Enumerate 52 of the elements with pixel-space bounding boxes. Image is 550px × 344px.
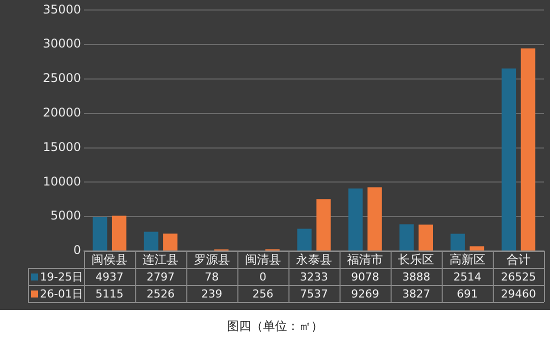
x-tick-label: 合计 — [506, 252, 530, 267]
data-label: 29460 — [500, 287, 536, 300]
y-tick-label: 20000 — [42, 106, 81, 120]
bar — [112, 216, 126, 250]
data-label: 256 — [252, 287, 274, 300]
data-label: 2514 — [453, 270, 482, 284]
data-label: 5115 — [96, 287, 124, 300]
data-label: 9269 — [351, 287, 380, 300]
data-label: 26525 — [500, 270, 536, 284]
bar — [450, 234, 465, 250]
data-label: 78 — [204, 270, 219, 284]
y-tick-label: 15000 — [42, 140, 81, 154]
data-label: 0 — [259, 270, 266, 284]
bar — [520, 48, 536, 250]
data-label: 691 — [456, 287, 478, 300]
data-label: 3888 — [402, 270, 430, 284]
text: 图四（单位：㎡） — [226, 318, 324, 335]
x-tick-label: 闽清县 — [244, 252, 281, 267]
bar — [418, 224, 433, 250]
data-label: 2797 — [146, 270, 175, 284]
y-tick-label: 25000 — [42, 71, 81, 86]
data-label: 2526 — [146, 287, 175, 300]
y-tick-label: 0 — [73, 243, 81, 258]
bar — [368, 187, 382, 250]
x-tick-label: 高新区 — [449, 252, 486, 267]
data-label: 239 — [201, 287, 222, 300]
y-tick-label: 35000 — [42, 2, 81, 16]
data-label: 4937 — [96, 270, 124, 284]
x-tick-label: 福清市 — [347, 252, 384, 267]
y-tick-label: 5000 — [50, 208, 81, 223]
y-tick-label: 10000 — [42, 174, 81, 188]
data-label: 9078 — [351, 270, 380, 284]
data-label: 7537 — [300, 287, 328, 300]
x-tick-label: 闽侯县 — [92, 252, 128, 267]
x-tick-label: 永泰县 — [296, 252, 332, 267]
x-tick-label: 长乐区 — [398, 252, 434, 267]
x-tick-label: 罗源县 — [194, 252, 230, 267]
bar — [316, 199, 331, 250]
bar — [399, 224, 414, 250]
bar — [92, 217, 108, 250]
bar — [144, 232, 158, 250]
y-tick-label: 30000 — [42, 36, 81, 51]
data-label: 3827 — [402, 287, 430, 300]
legend-label: 26-01日 — [40, 287, 83, 300]
bar — [470, 246, 484, 250]
bar — [348, 188, 363, 250]
bar — [297, 228, 312, 250]
bar — [502, 68, 516, 250]
x-tick-label: 连江县 — [142, 252, 179, 267]
data-label: 3233 — [300, 270, 328, 284]
legend-label: 19-25日 — [40, 270, 83, 284]
bar — [163, 234, 178, 250]
